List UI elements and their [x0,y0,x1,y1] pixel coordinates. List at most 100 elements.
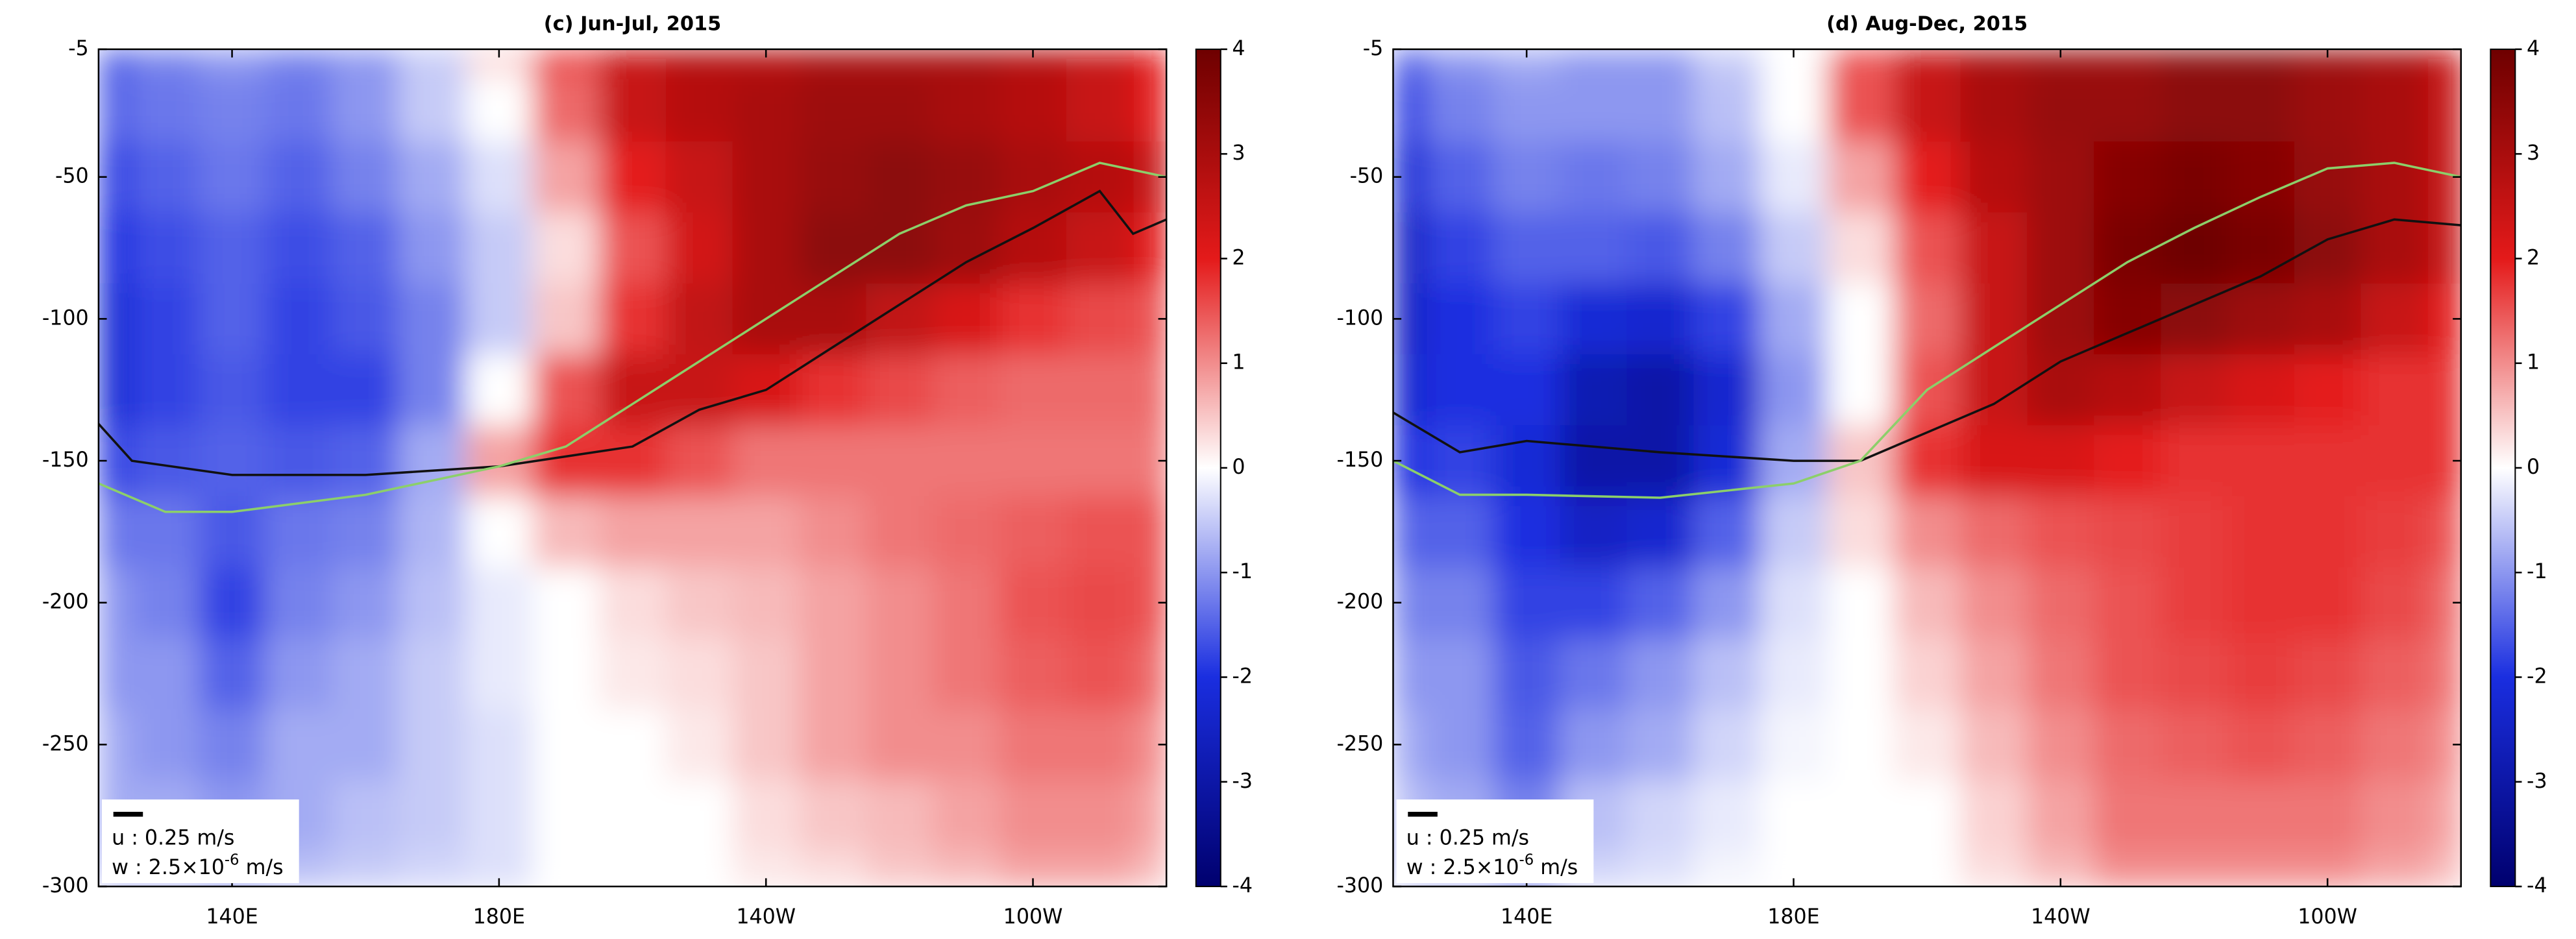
field-cell [2027,567,2095,639]
field-cell [399,49,467,79]
field-cell [2161,77,2229,143]
field-cell [399,851,467,887]
field-cell [2361,567,2429,639]
field-cell [866,851,934,887]
legend-u: u : 0.25 m/s [1406,827,1529,850]
field-cell [799,425,867,498]
x-tick-label: 180E [1767,905,1819,929]
isotherm-line [98,189,1167,476]
field-cell [665,496,734,568]
field-cell [1066,780,1135,852]
field-cell [1826,780,1895,852]
field-cell [799,141,867,213]
x-tick-label: 180E [473,905,525,929]
field-cell [1426,49,1495,79]
field-cell [2094,567,2162,639]
field-cell [2294,638,2362,711]
field-cell [1693,49,1761,79]
y-tick-label: -250 [42,732,89,755]
field-cell [1626,141,1695,213]
colorbar-tick-label: -2 [2527,665,2547,689]
field-cell [1893,567,1962,639]
field-cell [599,141,667,213]
field-cell [2161,496,2229,568]
x-tick-label: 100W [1003,905,1063,929]
field-cell [1426,77,1495,143]
field-cell [1493,709,1562,781]
field-cell [1000,212,1068,285]
field-cell [1826,49,1895,79]
field-cell [132,638,200,711]
field-cell [532,77,600,143]
field-cell [1000,425,1068,498]
field-cell [2227,567,2296,639]
field-cell [866,496,934,568]
field-cell [2427,496,2461,568]
field-cell [665,49,734,79]
field-cell [1960,49,2028,79]
field-cell [2227,638,2296,711]
panel: (c) Jun-Jul, 2015 -5 -50 -100 -150 -200 -250 -3… [42,12,1253,929]
y-tick-label: -50 [1350,165,1384,188]
field-cell [132,354,200,426]
field-cell [599,780,667,852]
field-cell [2227,49,2296,79]
field-cell [933,567,1001,639]
colorbar-tick-label: -2 [1232,665,1253,689]
field-cell [1066,567,1135,639]
field-cell [732,212,801,285]
field-cell [2027,354,2095,426]
field-cell [2227,496,2296,568]
field-cell [599,709,667,781]
field-cell [1426,567,1495,639]
field-cell [2161,851,2229,887]
field-cell [1426,283,1495,356]
field-cell [1960,780,2028,852]
field-cell [399,496,467,568]
colorbar-tick-label: -3 [2527,770,2547,793]
field-cell [1560,77,1628,143]
field-cell [799,283,867,356]
field-cell [2161,49,2229,79]
field-cell [2161,354,2229,426]
colorbar [2490,48,2516,888]
field-cell [665,283,734,356]
field-cell [399,141,467,213]
field-cell [866,354,934,426]
field-cell [1760,283,1828,356]
field-cell [265,77,334,143]
field-cell [1426,496,1495,568]
field-cell [465,567,534,639]
field-cell [265,709,334,781]
field-cell [1960,141,2028,213]
field-cell [1493,354,1562,426]
colorbar-tick-label: -4 [1232,874,1253,897]
field-cell [532,638,600,711]
field-cell [2161,567,2229,639]
field-cell [199,496,267,568]
field-cell [665,638,734,711]
field-cell [1626,425,1695,498]
field-cell [2094,425,2162,498]
field-cell [1826,851,1895,887]
field-cell [1000,709,1068,781]
field-cell [1626,354,1695,426]
field-cell [2361,709,2429,781]
field-cell [933,49,1001,79]
legend-w-unit: m/s [246,856,284,879]
field-cell [2161,780,2229,852]
field-cell [465,496,534,568]
field-cell [2027,141,2095,213]
field-cell [2027,780,2095,852]
x-tick-label: 100W [2298,905,2357,929]
field-cell [2094,212,2162,285]
field-cell [199,141,267,213]
y-tick-label: -50 [55,165,89,188]
field-cell [1893,709,1962,781]
field-cell [465,354,534,426]
field-cell [332,425,400,498]
field-cell [866,49,934,79]
field-cell [199,354,267,426]
field-cell [98,638,133,711]
field-cell [199,77,267,143]
